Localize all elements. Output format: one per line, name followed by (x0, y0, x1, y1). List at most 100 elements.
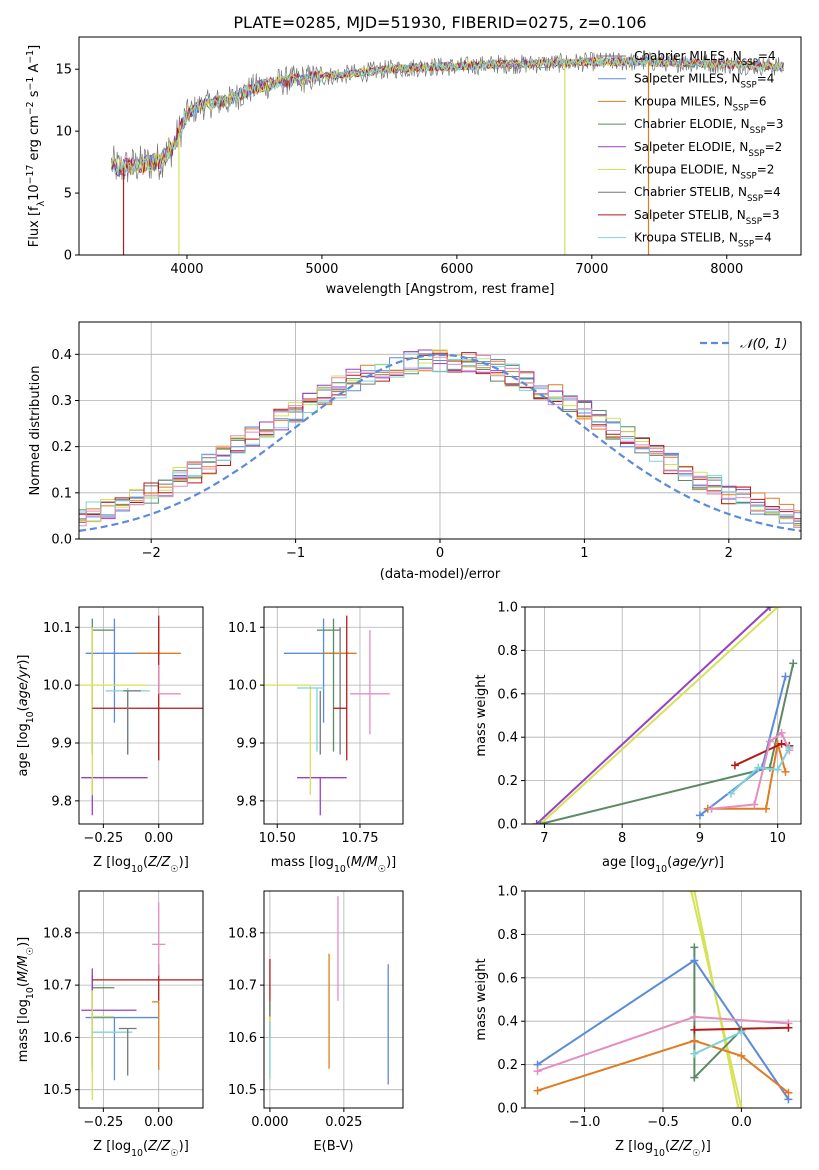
label-part: )] (16, 654, 31, 664)
y-tick-label: 10.6 (228, 1031, 257, 1046)
label-part: ☉ (692, 1148, 700, 1159)
label-part: N (732, 163, 741, 177)
y-tick-label: 10 (55, 125, 72, 140)
y-tick-label: 0.2 (497, 1058, 518, 1073)
y-tick-label: 9.8 (51, 794, 72, 809)
x-tick-label: 0.00 (144, 1115, 173, 1130)
histogram-yellow (79, 349, 801, 526)
y-tick-label: 0.3 (51, 394, 72, 409)
label-part: mass [log (16, 999, 31, 1062)
weight-line-green (693, 947, 743, 1081)
weight-marker (777, 728, 786, 737)
weight-line-cyan (730, 747, 791, 795)
x-tick-label: 0.025 (325, 1115, 362, 1130)
x-tick-label: 10 (769, 831, 786, 846)
label-part: Salpeter ELODIE, (634, 140, 739, 154)
xlabel-wage: age [log10(age/yr)] (602, 855, 724, 875)
y-tick-label: 0.0 (497, 818, 518, 833)
x-tick-label: 5000 (305, 262, 338, 277)
ylabel-wz: mass weight (474, 958, 489, 1040)
weight-marker (727, 789, 736, 798)
label-part: ☉ (170, 1148, 178, 1159)
y-tick-label: 0.8 (497, 644, 518, 659)
x-tick-label: −0.25 (83, 831, 123, 846)
histogram-red (79, 352, 801, 520)
weight-line-yellow (693, 891, 740, 1108)
legend-entry: Salpeter STELIB, NSSP=3 (634, 208, 780, 227)
label-part: wavelength [Angstrom, rest frame] (326, 282, 555, 297)
x-tick-label: 10.50 (259, 831, 296, 846)
y-tick-label: 1.0 (497, 885, 518, 900)
y-tick-label: 0.1 (51, 486, 72, 501)
weight-marker (765, 607, 774, 611)
xlabel-massz: Z [log10(Z/Z☉)] (93, 1139, 189, 1159)
x-tick-label: 6000 (440, 262, 473, 277)
weight-line-orange (537, 1039, 790, 1094)
y-tick-label: 0.2 (51, 440, 72, 455)
y-tick-label: 0.4 (497, 1015, 518, 1030)
y-tick-label: 10.5 (228, 1083, 257, 1098)
errorbars-massz (81, 902, 203, 1101)
y-tick-label: 0.0 (51, 533, 72, 548)
x-tick-label: −0.25 (83, 1115, 123, 1130)
label-part: Z/Z (147, 855, 171, 870)
label-part: A (27, 64, 42, 77)
residual-xlabel: (data-model)/error (380, 567, 501, 582)
weight-marker (707, 804, 716, 813)
weight-line-orange (707, 743, 787, 810)
errorbars-masse (269, 896, 389, 1085)
label-part: ☉ (170, 864, 178, 875)
residual-ylabel: Normed distribution (28, 366, 43, 496)
label-part: N (729, 231, 738, 245)
y-tick-label: 9.9 (51, 736, 72, 751)
legend-entry: Kroupa STELIB, NSSP=4 (634, 231, 772, 250)
weight-line-purple (536, 607, 771, 824)
spectrum-ylabel: Flux [fλ10−17 erg cm−2 s−1 A−1] (25, 45, 47, 247)
label-part: Salpeter MILES, (634, 72, 732, 86)
x-tick-label: 7000 (575, 262, 608, 277)
weight-marker (777, 739, 786, 748)
spectrum-purple (111, 56, 784, 176)
label-part: age [log (602, 855, 655, 870)
weight-marker (734, 1104, 743, 1108)
label-part: Z [log (93, 855, 131, 870)
label-part: 10 (334, 864, 346, 875)
label-part: Chabrier MILES, (634, 49, 733, 63)
weight-marker (536, 820, 545, 824)
y-tick-label: 1.0 (497, 601, 518, 616)
label-part: Kroupa MILES, (634, 94, 724, 108)
label-part: SSP (750, 126, 766, 136)
axes-frame (263, 890, 404, 1109)
label-part: s (27, 90, 42, 101)
label-part: λ (36, 200, 47, 206)
label-part: =3 (762, 208, 780, 222)
y-tick-label: 10.7 (43, 979, 72, 994)
label-part: Z/Z (669, 1139, 693, 1154)
label-part: E(B-V) (313, 1139, 353, 1154)
label-part: =4 (757, 72, 775, 86)
label-part: SSP (748, 149, 764, 159)
x-tick-label: 10.75 (341, 831, 378, 846)
label-part: Flux [f (27, 206, 42, 247)
x-tick-label: 0.000 (251, 1115, 288, 1130)
weight-marker (737, 1051, 746, 1060)
label-part: =4 (758, 49, 776, 63)
legend-entry: Chabrier STELIB, NSSP=4 (634, 185, 781, 204)
y-tick-label: 0.2 (497, 774, 518, 789)
label-part: =6 (749, 94, 767, 108)
label-part: N (739, 140, 748, 154)
label-part: ( (667, 855, 672, 870)
y-tick-label: 0.6 (497, 971, 518, 986)
label-part: 10 (25, 711, 36, 723)
label-part: =3 (766, 117, 784, 131)
label-part: )] (701, 1139, 711, 1154)
histograms (79, 349, 801, 532)
label-part: ] (27, 45, 42, 50)
label-part: N (733, 49, 742, 63)
spectrum-lines (111, 51, 784, 255)
axes-frame (78, 890, 204, 1109)
label-part: age/yr (16, 663, 31, 706)
label-part: −17 (25, 165, 36, 185)
legend-entry: Kroupa ELODIE, NSSP=2 (634, 163, 774, 182)
